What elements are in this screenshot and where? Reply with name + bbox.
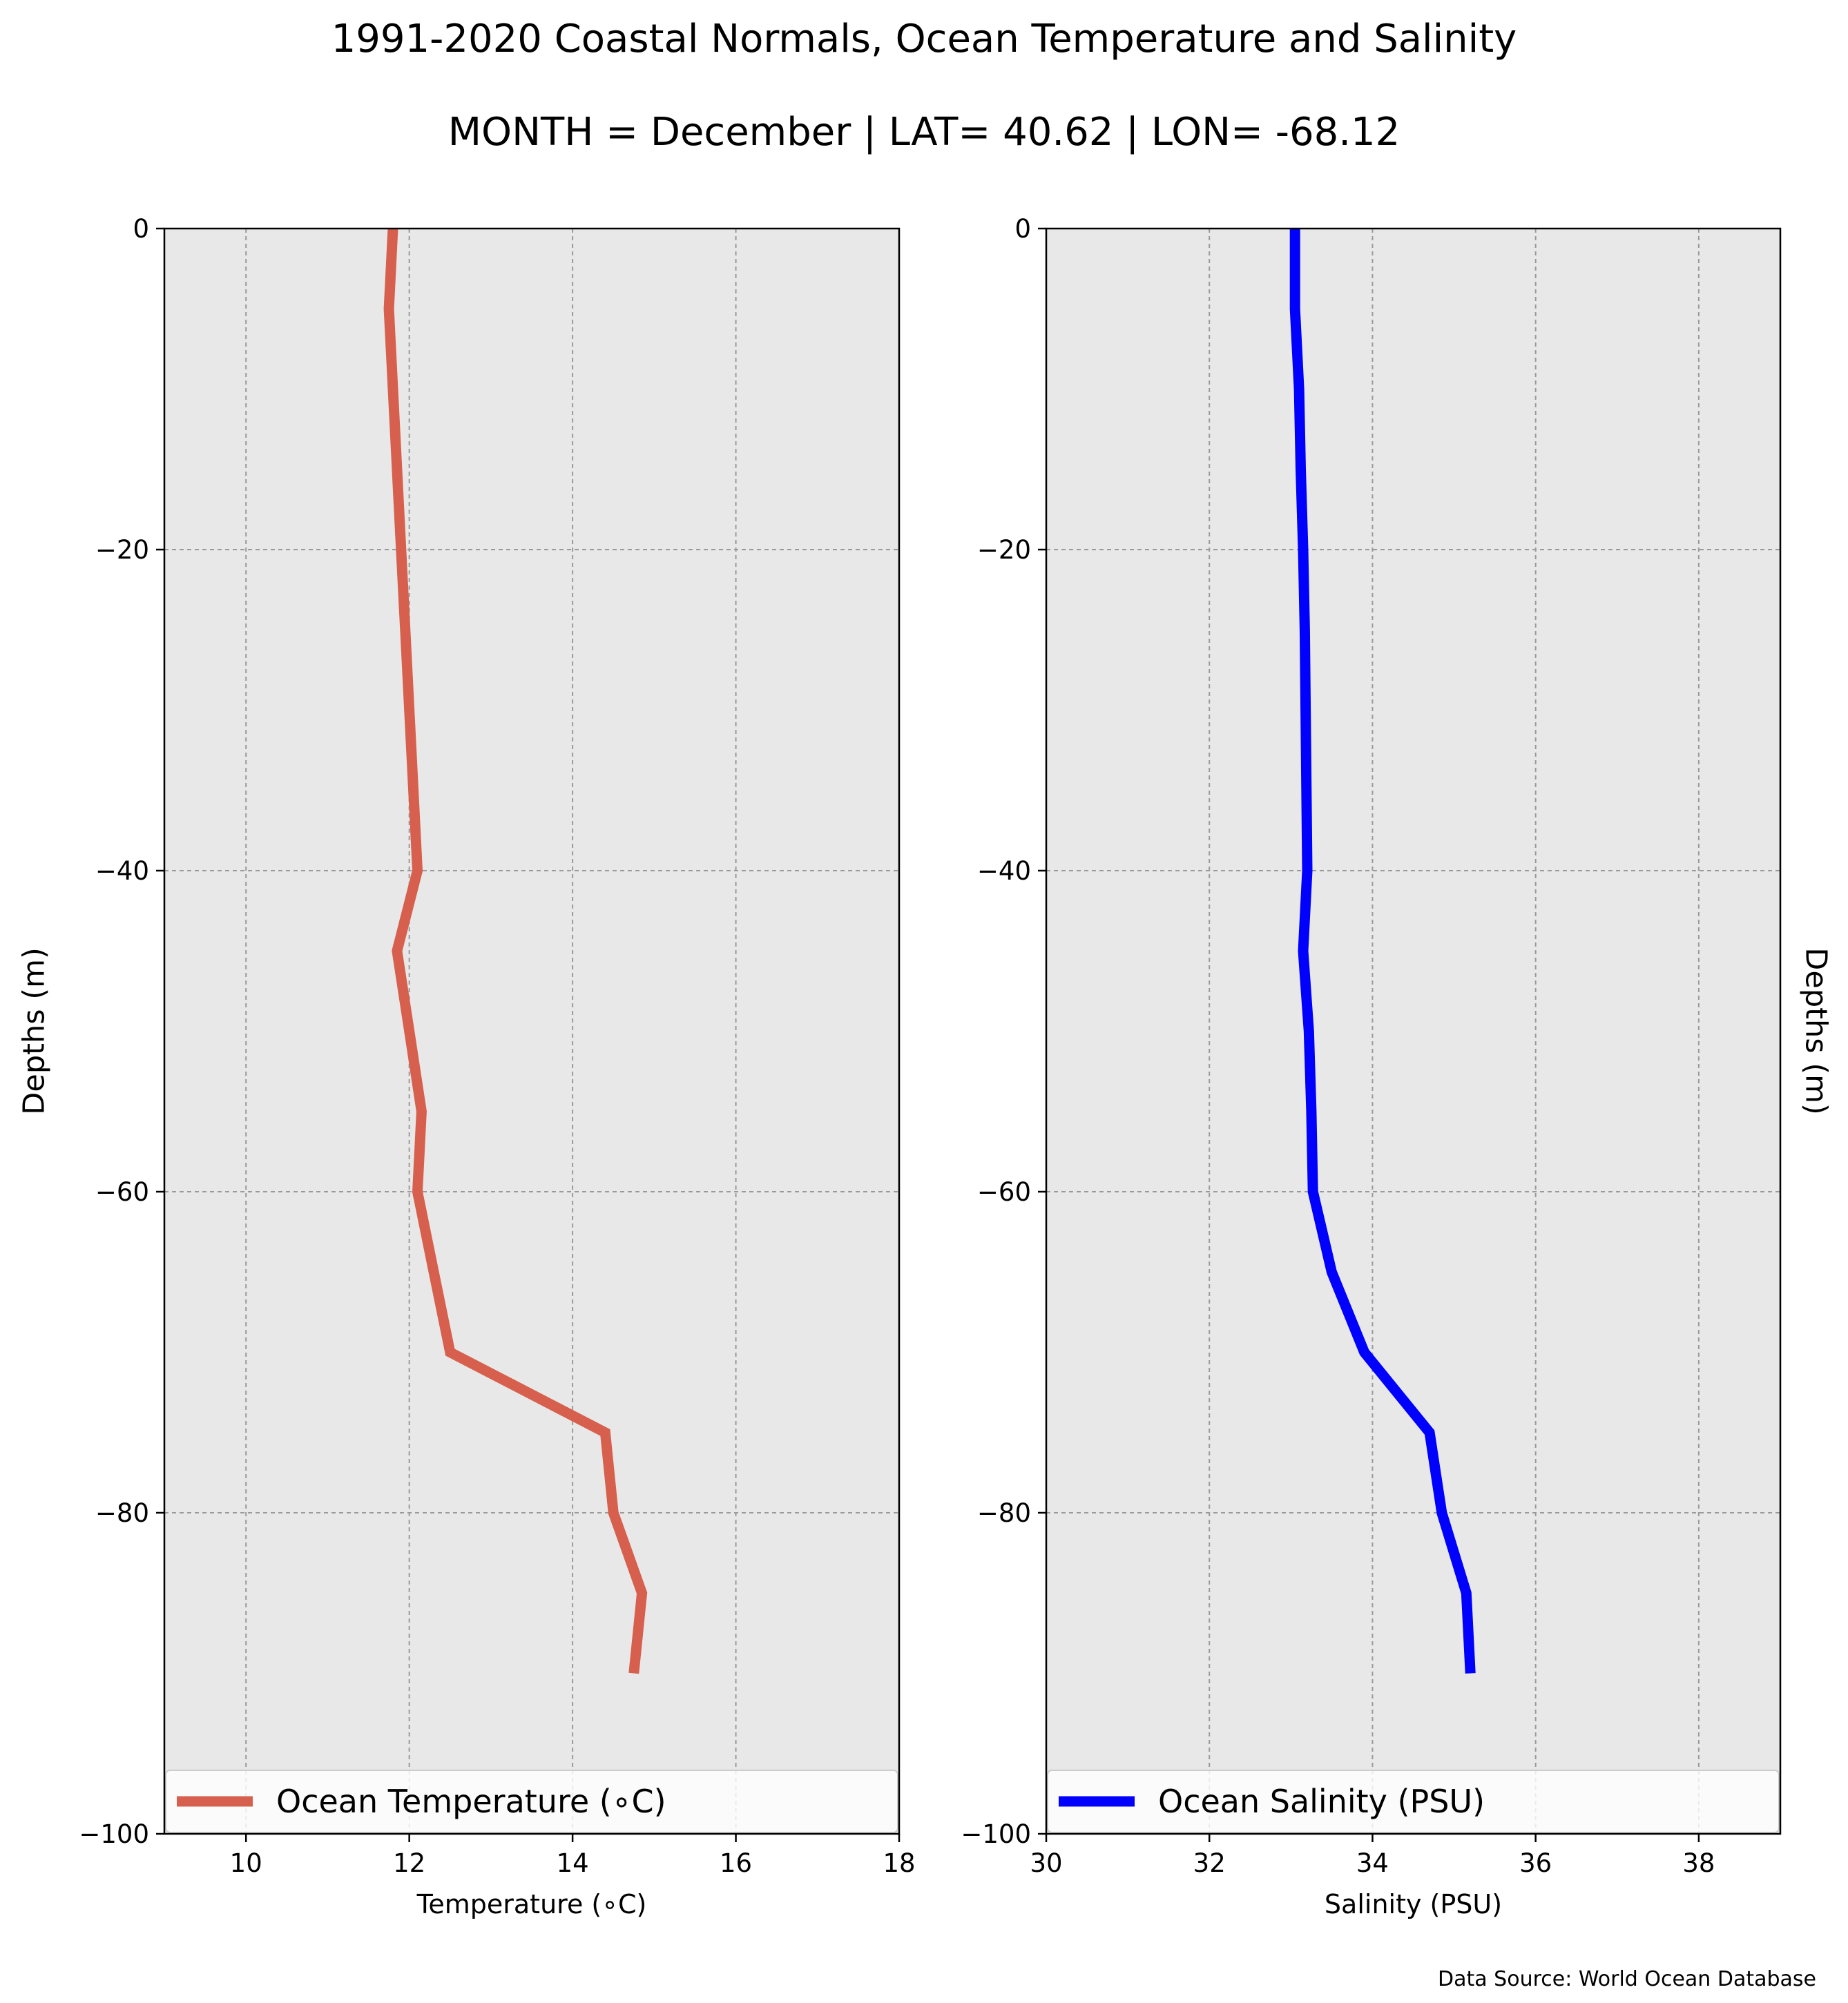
y-tick-label: −80 <box>977 1498 1031 1528</box>
y-axis-label: Depths (m) <box>1799 947 1833 1114</box>
x-tick-label: 18 <box>883 1848 915 1878</box>
y-tick-label: −100 <box>79 1819 149 1849</box>
x-tick-label: 16 <box>720 1848 752 1878</box>
legend-box <box>165 1770 898 1833</box>
x-tick-label: 10 <box>230 1848 262 1878</box>
figure-subtitle: MONTH = December | LAT= 40.62 | LON= -68… <box>448 110 1401 155</box>
y-tick-label: −40 <box>977 856 1031 886</box>
y-tick-label: 0 <box>133 214 149 244</box>
y-axis-label: Depths (m) <box>17 947 52 1114</box>
x-tick-label: 36 <box>1519 1848 1552 1878</box>
x-tick-label: 34 <box>1356 1848 1389 1878</box>
salinity-chart: Ocean Salinity (PSU) 30 32 34 36 38 0 −20 −40 −60… <box>961 214 1833 1919</box>
x-tick-label: 12 <box>393 1848 425 1878</box>
x-tick-label: 38 <box>1682 1848 1715 1878</box>
x-axis-label: Salinity (PSU) <box>1325 1889 1502 1919</box>
plot-area <box>164 229 899 1834</box>
y-tick-label: −60 <box>95 1177 149 1207</box>
legend-box <box>1047 1770 1780 1833</box>
series-line-0 <box>383 228 648 1674</box>
x-tick-label: 30 <box>1030 1848 1062 1878</box>
legend-label: Ocean Temperature (∘C) <box>276 1783 666 1820</box>
y-tick-label: 0 <box>1014 214 1031 244</box>
y-tick-label: −80 <box>95 1498 149 1528</box>
axes-frame <box>1045 227 1782 1835</box>
y-tick-label: −100 <box>961 1819 1031 1849</box>
x-axis-label: Temperature (∘C) <box>416 1889 647 1919</box>
y-tick-label: −20 <box>977 535 1031 565</box>
y-tick-label: −60 <box>977 1177 1031 1207</box>
legend-label: Ocean Salinity (PSU) <box>1158 1783 1485 1820</box>
x-tick-label: 32 <box>1193 1848 1226 1878</box>
plot-area <box>1046 229 1780 1834</box>
axes-frame <box>163 227 901 1835</box>
temperature-chart: Ocean Temperature (∘C) 10 12 14 16 18 0 −20 −40 −… <box>17 214 916 1919</box>
y-tick-label: −40 <box>95 856 149 886</box>
y-tick-label: −20 <box>95 535 149 565</box>
data-source-note: Data Source: World Ocean Database <box>1438 1967 1816 1991</box>
figure-title: 1991-2020 Coastal Normals, Ocean Tempera… <box>331 17 1517 61</box>
series-line-0 <box>1289 229 1476 1674</box>
x-tick-label: 14 <box>557 1848 589 1878</box>
